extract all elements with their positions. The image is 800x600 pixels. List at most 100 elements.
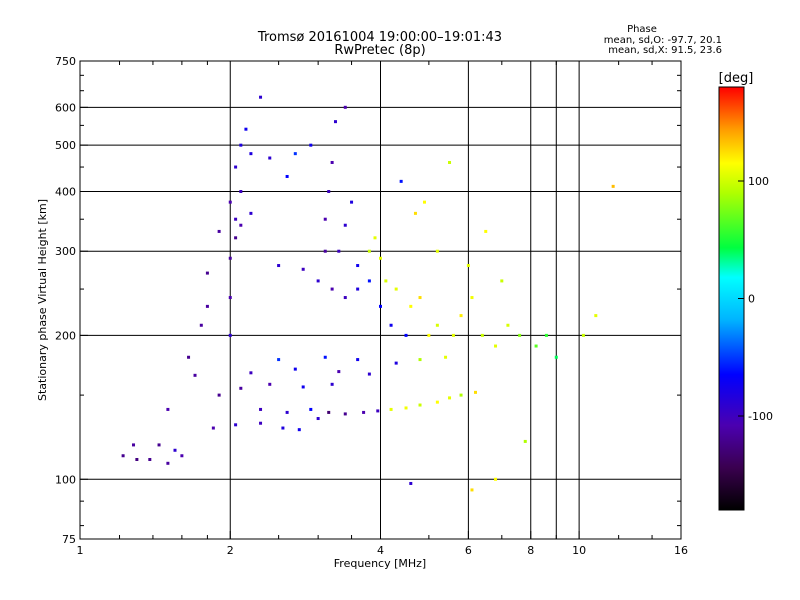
data-point [343,412,347,416]
data-point [330,287,334,291]
data-point [244,127,248,131]
data-point [239,223,243,227]
data-point [581,333,585,337]
data-point [389,323,393,327]
data-point [384,279,388,283]
data-point [404,406,408,410]
colorbar-tick-label: 100 [748,175,769,188]
data-point [316,417,320,421]
data-point [323,249,327,253]
data-point [268,156,272,160]
data-point [494,344,498,348]
data-points [121,95,615,492]
data-point [327,410,331,414]
data-point [470,296,474,300]
data-point [285,174,289,178]
data-point [343,296,347,300]
data-point [473,390,477,394]
data-point [418,358,422,362]
data-point [343,105,347,109]
y-tick-label: 500 [55,139,76,152]
data-point [211,426,215,430]
data-point [301,385,305,389]
x-tick-label: 4 [377,544,384,557]
data-point [327,189,331,193]
data-point [297,428,301,432]
data-point [234,217,238,221]
data-point [448,396,452,400]
data-point [249,371,253,375]
data-point [166,461,170,465]
x-tick-label: 16 [674,544,688,557]
data-point [323,217,327,221]
data-point [301,267,305,271]
data-point [484,229,488,233]
data-point [448,160,452,164]
data-point [356,287,360,291]
data-point [459,314,463,318]
data-point [367,249,371,253]
data-point [259,421,263,425]
y-tick-label: 600 [55,101,76,114]
data-point [480,333,484,337]
data-point [418,296,422,300]
data-point [249,211,253,215]
x-axis-label: Frequency [MHz] [334,557,426,570]
data-point [389,407,393,411]
data-point [376,409,380,413]
data-point [409,481,413,485]
y-tick-label: 200 [55,329,76,342]
y-tick-label: 100 [55,473,76,486]
data-point [157,443,161,447]
data-point [404,333,408,337]
x-tick-label: 10 [572,544,586,557]
chart-title: Tromsø 20161004 19:00:00–19:01:43 [257,30,502,45]
data-point [199,323,203,327]
data-point [205,271,209,275]
stats-o-line: mean, sd,O: -97.7, 20.1 [604,35,722,46]
chart-subtitle: RwPretec (8p) [334,43,425,58]
data-point [323,355,327,359]
data-point [367,279,371,283]
x-tick-label: 2 [227,544,234,557]
data-point [544,333,548,337]
data-point [259,95,263,99]
data-point [466,264,470,268]
data-point [228,256,232,260]
data-point [594,314,598,318]
x-tick-label: 6 [465,544,472,557]
data-point [534,344,538,348]
data-point [459,393,463,397]
data-point [316,279,320,283]
data-point [309,407,313,411]
colorbar: [deg] 100 0 -100 [718,71,773,511]
colorbar-label: [deg] [719,71,754,86]
y-tick-label: 300 [55,245,76,258]
data-point [180,454,184,458]
data-point [228,200,232,204]
data-point [259,407,263,411]
data-point [413,211,417,215]
data-point [435,249,439,253]
data-point [399,179,403,183]
data-point [435,323,439,327]
data-point [379,304,382,308]
data-point [205,304,209,308]
data-point [418,403,422,407]
stats-heading: Phase [627,24,657,35]
data-point [554,355,558,359]
x-tick-label: 1 [77,544,84,557]
data-point [309,143,313,147]
data-point [187,355,191,359]
data-point [394,361,398,365]
data-point [409,304,413,308]
data-point [362,410,366,414]
data-point [494,477,498,481]
y-tick-label: 75 [62,533,76,546]
data-point [285,410,289,414]
data-point [330,160,334,164]
data-point [343,223,347,227]
data-point [330,382,334,386]
data-point [268,382,272,386]
